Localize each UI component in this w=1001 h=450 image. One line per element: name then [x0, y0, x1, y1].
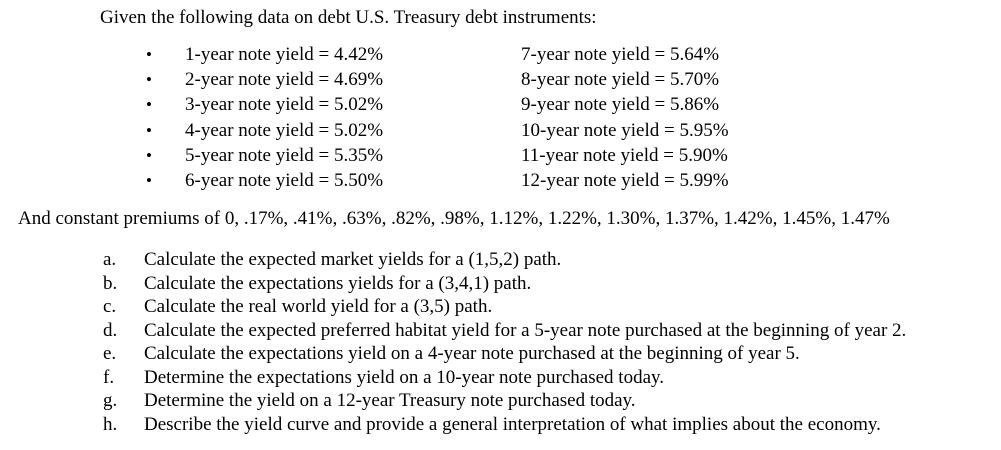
list-item: • 2-year note yield = 4.69% 8-year note … [0, 67, 1001, 92]
yield-left: 2-year note yield = 4.69% [185, 69, 384, 91]
bullet-icon: • [146, 95, 152, 115]
question-text: Calculate the expected market yields for… [144, 249, 562, 270]
question-letter: b. [103, 272, 118, 294]
question-item: c. Calculate the real world yield for a … [0, 295, 1001, 319]
yield-right: 8-year note yield = 5.70% [521, 69, 720, 91]
yield-left: 1-year note yield = 4.42% [185, 44, 384, 65]
question-list: a. Calculate the expected market yields … [0, 248, 1001, 436]
yield-right: 7-year note yield = 5.64% [521, 44, 720, 65]
list-item: • 5-year note yield = 5.35% 11-year note… [0, 143, 1001, 168]
yield-left: 6-year note yield = 5.50% [185, 169, 384, 191]
premiums-text: And constant premiums of 0, .17%, .41%, … [18, 208, 890, 229]
bullet-icon: • [146, 120, 152, 140]
yield-left: 4-year note yield = 5.02% [185, 119, 384, 141]
list-item: • 1-year note yield = 4.42% 7-year note … [0, 42, 1001, 67]
question-letter: f. [103, 366, 115, 388]
question-letter: a. [103, 249, 117, 270]
list-item: • 3-year note yield = 5.02% 9-year note … [0, 92, 1001, 117]
list-item: • 6-year note yield = 5.50% 12-year note… [0, 168, 1001, 193]
question-text: Describe the yield curve and provide a g… [144, 413, 881, 435]
question-text: Calculate the real world yield for a (3,… [144, 296, 493, 317]
question-item: a. Calculate the expected market yields … [0, 248, 1001, 272]
question-item: b. Calculate the expectations yields for… [0, 272, 1001, 296]
yield-right: 10-year note yield = 5.95% [521, 119, 729, 141]
yield-left: 3-year note yield = 5.02% [185, 94, 384, 116]
question-letter: d. [103, 319, 118, 341]
question-item: g. Determine the yield on a 12-year Trea… [0, 389, 1001, 413]
question-letter: e. [103, 343, 117, 364]
question-item: e. Calculate the expectations yield on a… [0, 342, 1001, 366]
question-item: d. Calculate the expected preferred habi… [0, 319, 1001, 343]
bullet-icon: • [146, 145, 152, 165]
question-item: h. Describe the yield curve and provide … [0, 413, 1001, 437]
bullet-icon: • [146, 45, 152, 64]
yield-right: 12-year note yield = 5.99% [521, 169, 729, 191]
list-item: • 4-year note yield = 5.02% 10-year note… [0, 118, 1001, 143]
question-letter: g. [103, 390, 118, 411]
yield-left: 5-year note yield = 5.35% [185, 144, 384, 166]
question-text: Determine the yield on a 12-year Treasur… [144, 390, 636, 411]
yield-right: 11-year note yield = 5.90% [521, 144, 728, 166]
question-text: Calculate the expectations yield on a 4-… [144, 343, 800, 364]
question-text: Calculate the expectations yields for a … [144, 272, 532, 294]
yield-right: 9-year note yield = 5.86% [521, 94, 720, 116]
question-letter: c. [103, 296, 117, 317]
yield-list: • 1-year note yield = 4.42% 7-year note … [0, 42, 1001, 193]
intro-text: Given the following data on debt U.S. Tr… [100, 7, 597, 28]
bullet-icon: • [146, 70, 152, 90]
question-item: f. Determine the expectations yield on a… [0, 366, 1001, 390]
question-text: Determine the expectations yield on a 10… [144, 366, 665, 388]
question-letter: h. [103, 413, 118, 435]
question-text: Calculate the expected preferred habitat… [144, 319, 907, 341]
bullet-icon: • [146, 170, 152, 190]
